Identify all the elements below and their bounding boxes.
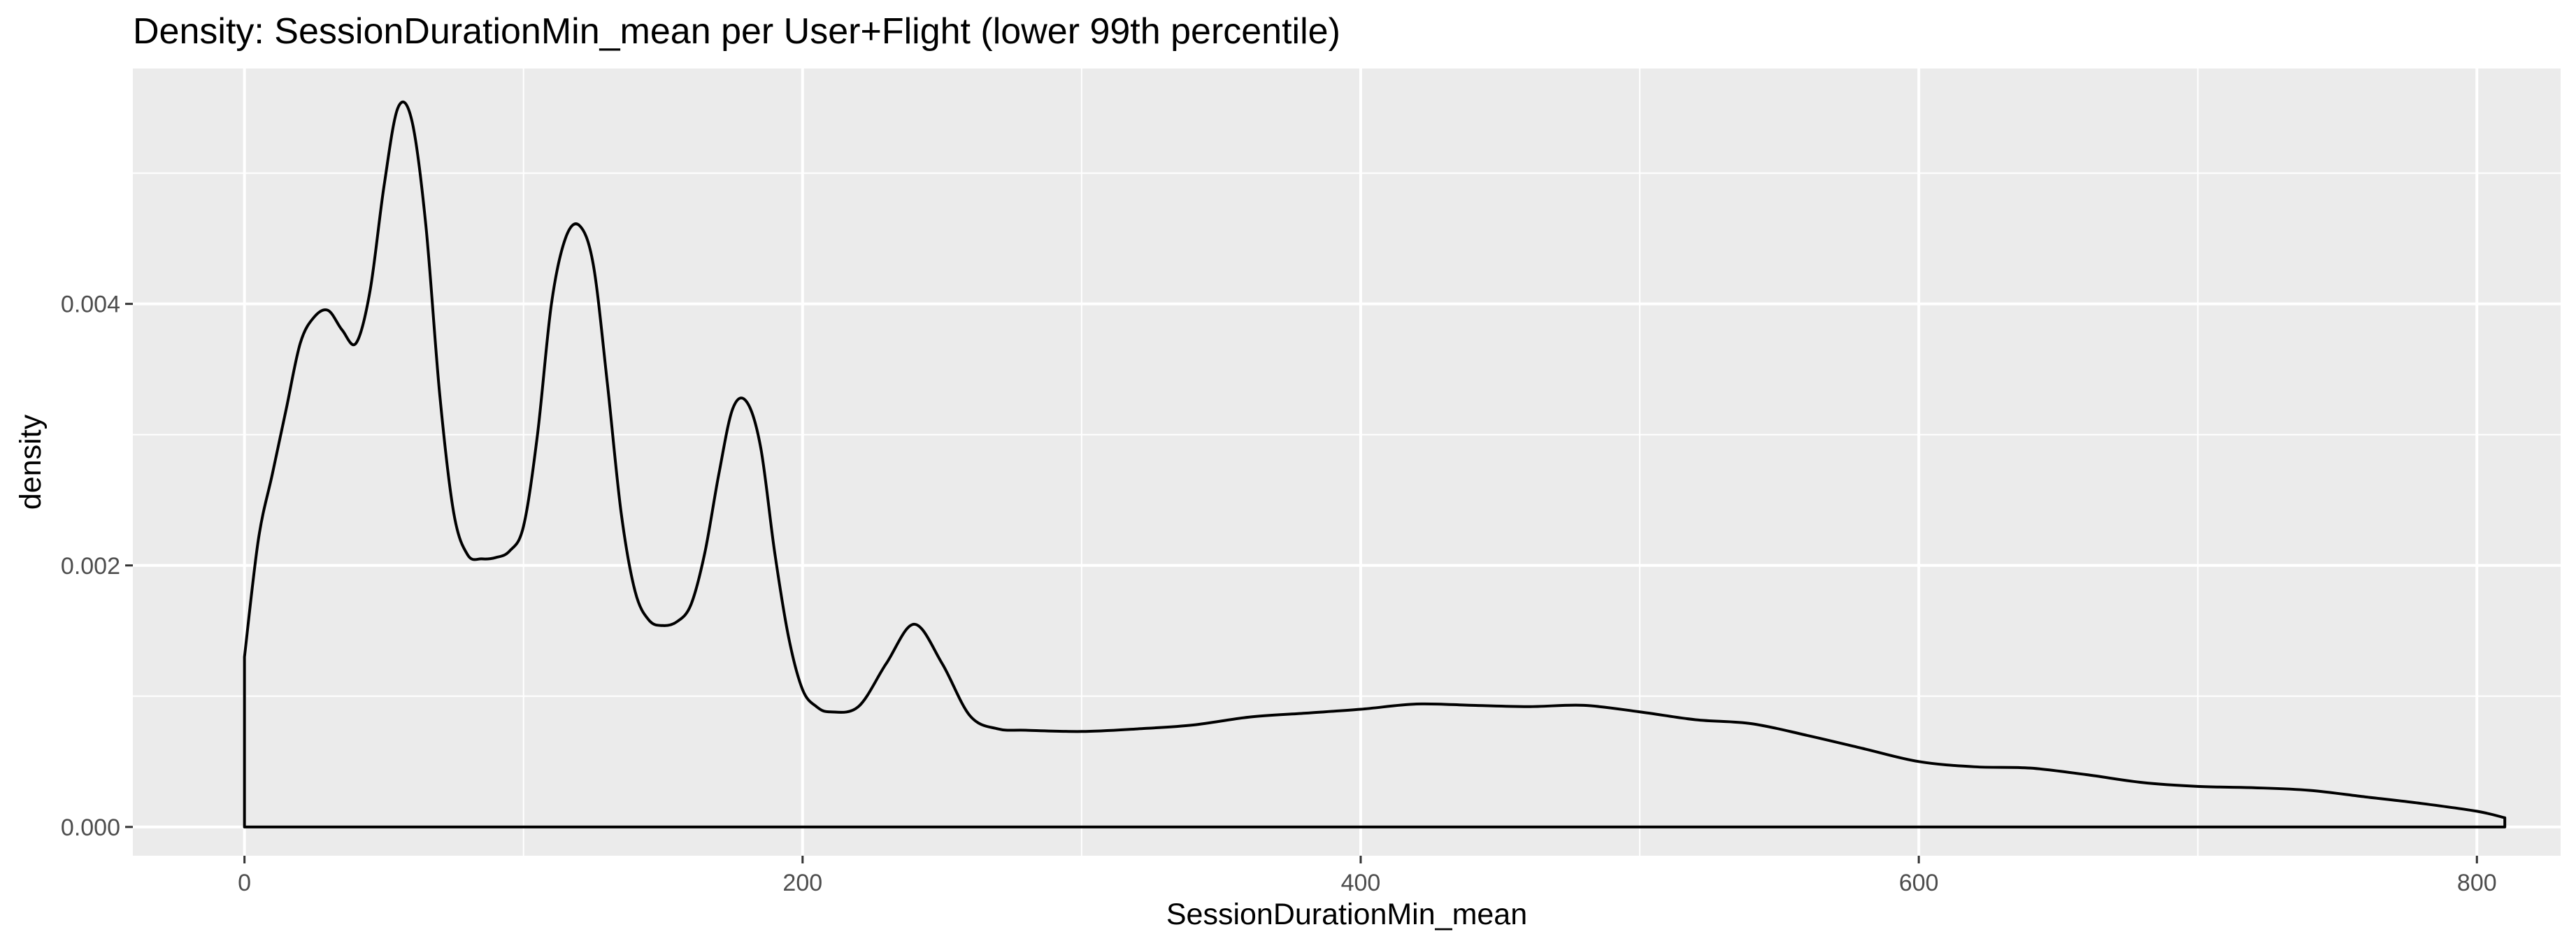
x-tick-label: 0 — [238, 870, 251, 896]
y-tick-label: 0.004 — [61, 292, 120, 318]
y-axis: 0.000 0.002 0.004 — [61, 292, 133, 841]
x-tick-label: 800 — [2457, 870, 2497, 896]
x-tick-label: 200 — [782, 870, 822, 896]
x-axis-title: SessionDurationMin_mean — [1166, 898, 1527, 931]
y-tick-label: 0.002 — [61, 553, 120, 580]
x-tick-label: 400 — [1341, 870, 1381, 896]
plot-panel — [133, 69, 2561, 856]
x-axis: 0 200 400 600 800 — [238, 856, 2497, 896]
y-axis-title: density — [14, 414, 48, 510]
x-tick-label: 600 — [1899, 870, 1939, 896]
density-series — [243, 100, 2507, 828]
density-curve — [243, 100, 2507, 828]
chart-title: Density: SessionDurationMin_mean per Use… — [133, 11, 1340, 52]
y-tick-label: 0.000 — [61, 814, 120, 841]
